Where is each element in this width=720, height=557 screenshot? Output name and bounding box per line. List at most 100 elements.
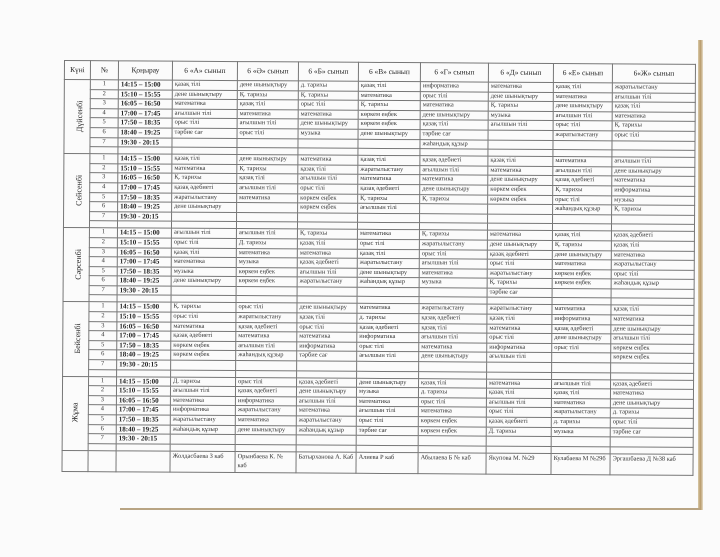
subject-cell: дене шынықтыру [610, 324, 694, 335]
lesson-number: 7 [89, 211, 118, 222]
subject-cell [418, 435, 487, 446]
header-class: 6 «В» сынып [358, 62, 421, 82]
lesson-time: 17:50 – 18:35 [116, 414, 171, 425]
subject-cell: Қ. тарихы [358, 100, 421, 111]
subject-cell: математика [551, 304, 612, 315]
lesson-time: 15:10 – 15:55 [116, 386, 171, 396]
lesson-time: 19:30 - 20:15 [117, 137, 173, 148]
subject-cell: дене шынықтыру [356, 377, 419, 388]
subject-cell: Қ. тарихы [171, 173, 237, 184]
subject-cell: қазақ тілі [296, 312, 357, 323]
subject-cell [236, 202, 298, 213]
subject-cell: тәрбие сағ [610, 427, 694, 438]
lesson-time: 18:40 – 19:25 [117, 201, 172, 212]
lesson-number: 3 [88, 395, 117, 406]
subject-cell: қазақ әдебиеті [235, 386, 297, 397]
subject-cell: ағылшын тілі [235, 341, 297, 352]
subject-cell: қазақ әдебиеті [611, 231, 695, 242]
timetable: Күні № Қоңырау 6 «А» сынып 6 «Ә» сынып 6 «… [61, 60, 696, 476]
subject-cell: музыка [419, 277, 488, 288]
subject-cell: математика [296, 406, 357, 417]
day-cell: Дүйсенбі [63, 79, 91, 154]
subject-cell [487, 139, 554, 150]
teachers-row: Жолдасбаева З каб Орынбаева К. № каб Батыр… [61, 450, 694, 476]
subject-cell: информатика [356, 332, 419, 343]
lesson-time: 14:15 – 15:00 [117, 228, 172, 239]
subject-cell: ағылшын тілі [297, 174, 358, 185]
subject-cell [487, 213, 553, 224]
subject-cell: дене шынықтыру [298, 119, 359, 130]
blank-cell [115, 450, 171, 472]
subject-cell: Қ. тарихы [236, 164, 298, 175]
subject-cell: математика [486, 378, 552, 389]
subject-cell: математика [610, 314, 694, 326]
subject-cell: тәрбие сағ [356, 425, 419, 436]
subject-cell: қазақ тілі [612, 102, 696, 113]
subject-cell: орыс тілі [420, 91, 489, 102]
subject-cell: көркем еңбек [487, 194, 553, 205]
page-edge [698, 40, 703, 510]
subject-cell: математика [418, 342, 487, 353]
subject-cell: дене шынықтыру [419, 184, 488, 195]
subject-cell [296, 360, 357, 371]
subject-cell: ағылшын тілі [172, 108, 238, 119]
subject-cell: көркем еңбек [358, 110, 421, 121]
lesson-time: 15:10 – 15:55 [117, 163, 172, 174]
subject-cell: дене шынықтыру [551, 333, 611, 344]
subject-cell: орыс тілі [297, 183, 358, 194]
subject-cell: қазақ әдебиеті [356, 322, 419, 333]
subject-cell: Қ. тарихы [552, 185, 612, 196]
subject-cell [236, 212, 298, 223]
subject-cell: дене шынықтыру [358, 129, 421, 140]
subject-cell [552, 140, 613, 151]
header-day: Күні [64, 60, 91, 80]
subject-cell: ағылшын тілі [236, 183, 298, 194]
subject-cell [611, 288, 695, 299]
subject-cell: орыс тілі [486, 407, 552, 418]
subject-cell: математика [298, 109, 359, 120]
subject-cell [171, 286, 237, 297]
lesson-number: 3 [88, 321, 117, 332]
subject-cell: математика [551, 398, 611, 409]
lesson-number: 1 [89, 153, 118, 164]
lesson-number: 6 [88, 350, 117, 360]
subject-cell [418, 361, 487, 372]
subject-cell: көркем еңбек [487, 185, 553, 196]
subject-cell: қазақ тілі [486, 388, 552, 399]
subject-cell: жаһандық құзыр [552, 204, 612, 215]
subject-cell: орыс тілі [553, 120, 613, 131]
subject-cell: қазақ тілі [237, 99, 299, 110]
lesson-number: 3 [89, 173, 118, 183]
subject-cell [551, 436, 611, 447]
subject-cell: математика [419, 175, 488, 186]
subject-cell: ағылшын тілі [356, 351, 419, 362]
teacher-cell: Кулабаева М №29б [550, 453, 611, 475]
subject-cell: Қ. тарихы [237, 90, 299, 101]
subject-cell: музыка [171, 266, 237, 277]
subject-cell: орыс тілі [171, 238, 237, 249]
lesson-time: 16:05 – 16:50 [116, 321, 171, 332]
subject-cell [171, 137, 238, 148]
subject-cell: ағылшын тілі [171, 228, 237, 239]
subject-cell: дене шынықтыру [235, 425, 297, 436]
lesson-number: 1 [89, 227, 118, 238]
subject-cell: ағылшын тілі [356, 406, 419, 417]
subject-cell: орыс тілі [170, 312, 236, 323]
subject-cell: дене шынықтыру [237, 80, 299, 91]
subject-cell [235, 360, 297, 371]
lesson-time: 19:30 - 20:15 [117, 285, 172, 296]
day-name: Жұма [69, 402, 80, 423]
subject-cell: математика [237, 109, 299, 120]
lesson-time: 18:40 – 19:25 [117, 276, 172, 287]
teacher-cell: Якупова М. №29 [485, 452, 552, 475]
lesson-number: 2 [88, 311, 117, 322]
subject-cell: д. тарихы [610, 408, 694, 419]
subject-cell: математика [418, 407, 487, 418]
subject-cell: қазақ тілі [551, 388, 611, 399]
lesson-number: 6 [89, 275, 118, 286]
subject-cell [551, 352, 611, 363]
subject-cell [611, 140, 696, 151]
subject-cell: жаратылыстану [235, 312, 297, 323]
subject-cell: орыс тілі [298, 100, 359, 111]
lesson-time: 14:15 – 15:00 [116, 302, 172, 313]
